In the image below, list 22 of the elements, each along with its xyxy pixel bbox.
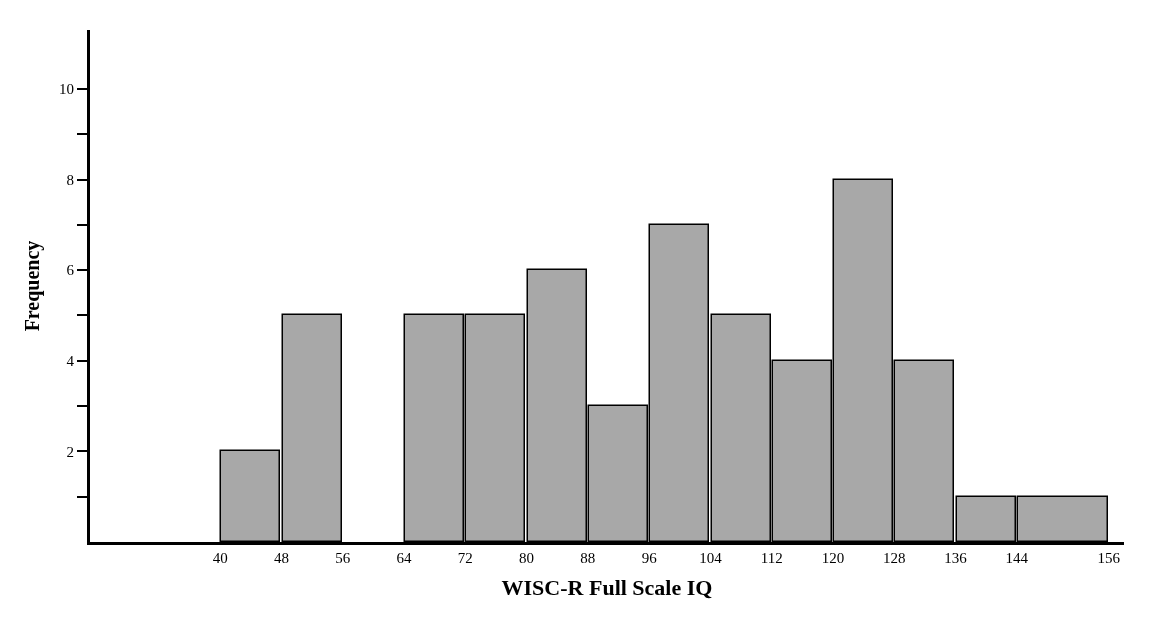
x-tick-label: 48 [273,550,289,566]
y-tick-label: 8 [66,171,74,188]
y-axis-title: Frequency [20,240,44,332]
x-tick-label: 120 [821,550,845,566]
x-tick-label: 56 [335,550,351,566]
y-tick-label: 6 [66,262,75,279]
x-tick-label: 112 [760,550,783,566]
x-tick-label: 88 [580,550,596,566]
y-tick-label: 10 [59,81,74,98]
y-tick-label: 2 [66,443,74,460]
x-tick-label: 128 [882,550,906,566]
x-tick-label: 40 [212,550,228,566]
x-tick-label: 144 [1005,550,1029,566]
x-tick-label: 72 [457,550,473,566]
x-tick-label: 80 [519,550,535,566]
x-axis-title: WISC-R Full Scale IQ [501,574,713,600]
x-tick-label: 64 [396,550,413,566]
x-tick-label: 96 [641,550,658,566]
x-tick-label: 136 [944,550,968,566]
x-tick-label: 104 [699,550,723,566]
x-tick-label: 156 [1097,550,1121,566]
y-tick-label: 4 [66,353,75,370]
